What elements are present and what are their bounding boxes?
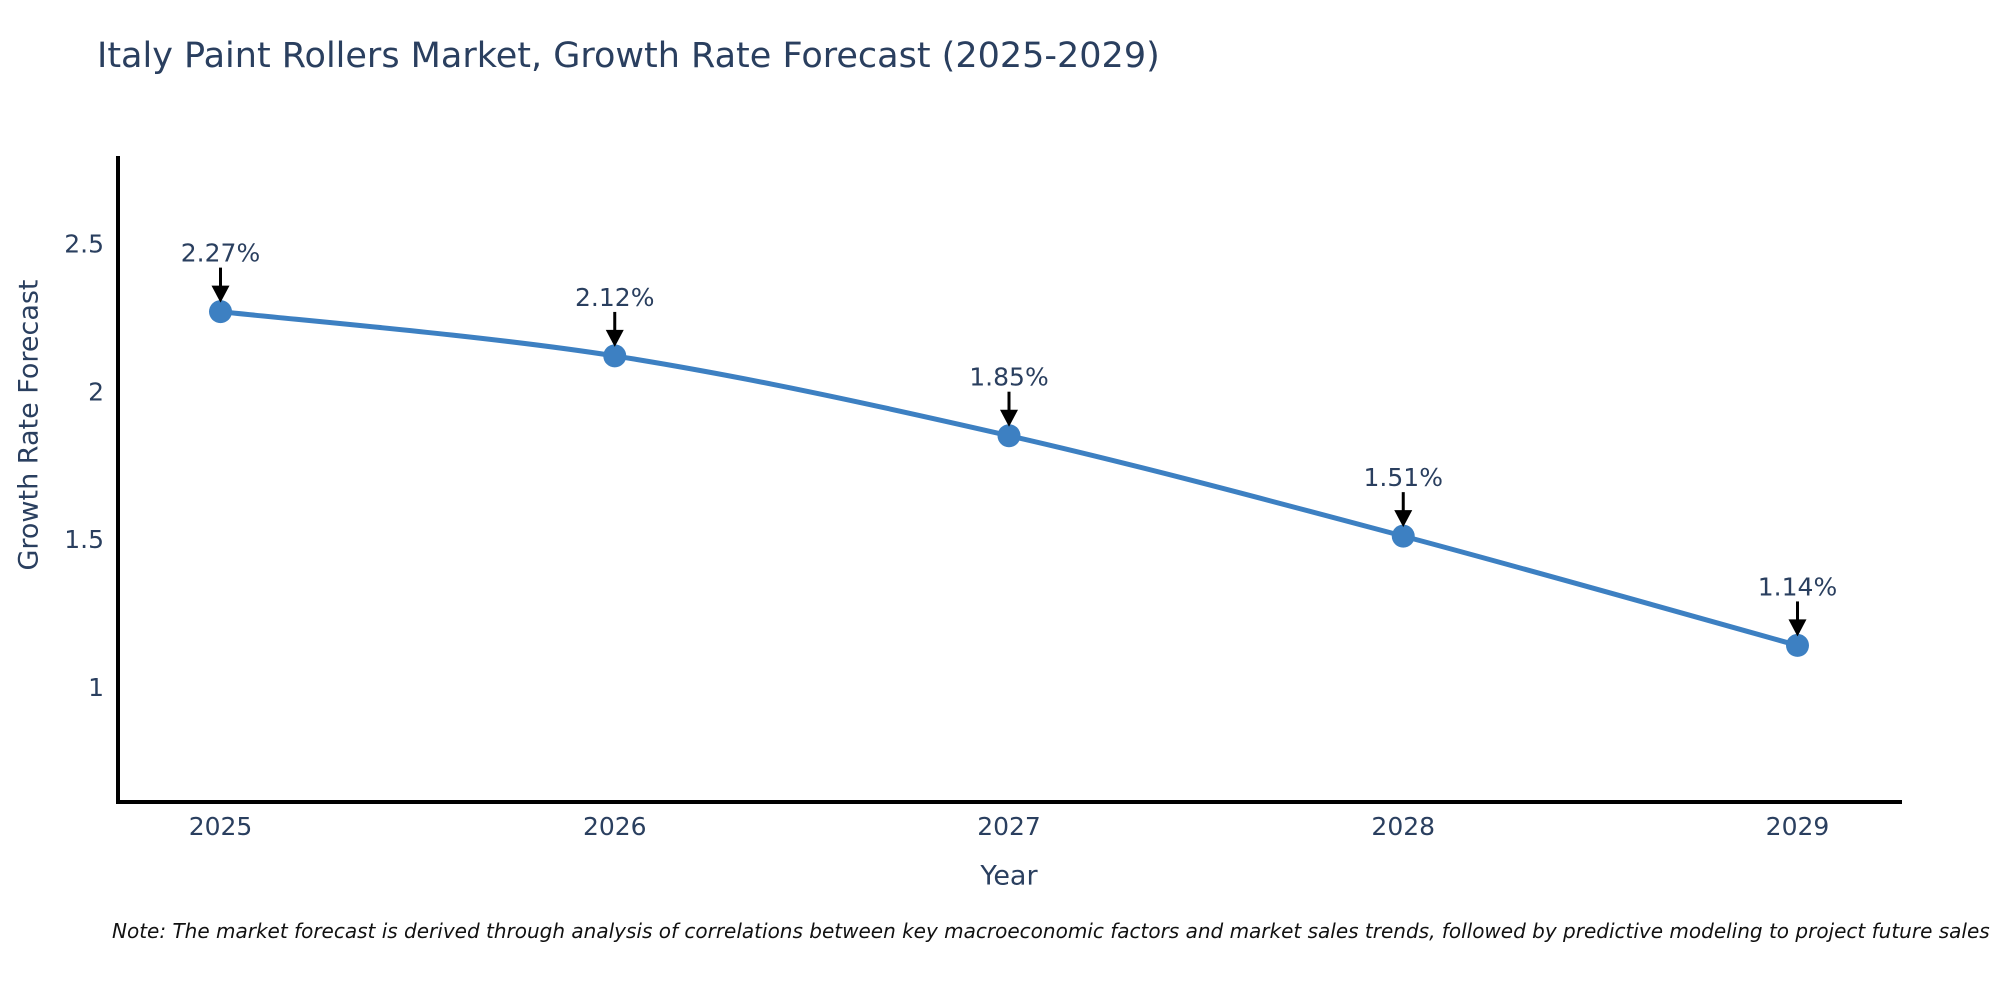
data-point-marker xyxy=(209,300,233,324)
data-point-label: 1.51% xyxy=(1364,463,1443,492)
y-tick-label: 2.5 xyxy=(64,230,104,259)
y-tick-label: 2 xyxy=(88,377,104,406)
data-point-label: 2.27% xyxy=(181,239,260,268)
data-point-label: 1.85% xyxy=(969,363,1048,392)
y-tick-label: 1 xyxy=(88,673,104,702)
annotation-arrowhead xyxy=(1788,619,1807,637)
data-point-marker xyxy=(1785,633,1809,657)
x-tick-label: 2026 xyxy=(583,812,647,841)
x-tick-label: 2027 xyxy=(977,812,1041,841)
chart-title: Italy Paint Rollers Market, Growth Rate … xyxy=(97,36,1160,76)
data-point-label: 1.14% xyxy=(1758,572,1837,601)
data-point-marker xyxy=(997,424,1021,448)
y-tick-label: 1.5 xyxy=(64,525,104,554)
data-point-marker xyxy=(1391,524,1415,548)
data-point-marker xyxy=(603,344,627,368)
annotation-arrowhead xyxy=(211,285,230,303)
x-axis-label: Year xyxy=(980,860,1038,892)
x-tick-label: 2028 xyxy=(1371,812,1435,841)
axis-spines xyxy=(116,156,1902,804)
x-tick-label: 2029 xyxy=(1766,812,1830,841)
x-tick-label: 2025 xyxy=(189,812,253,841)
annotation-arrowhead xyxy=(1000,409,1018,427)
annotation-arrowhead xyxy=(605,329,624,347)
footnote: Note: The market forecast is derived thr… xyxy=(112,919,1990,943)
growth-rate-line xyxy=(218,309,1800,648)
annotation-arrowhead xyxy=(1394,510,1413,528)
data-point-label: 2.12% xyxy=(575,283,654,312)
